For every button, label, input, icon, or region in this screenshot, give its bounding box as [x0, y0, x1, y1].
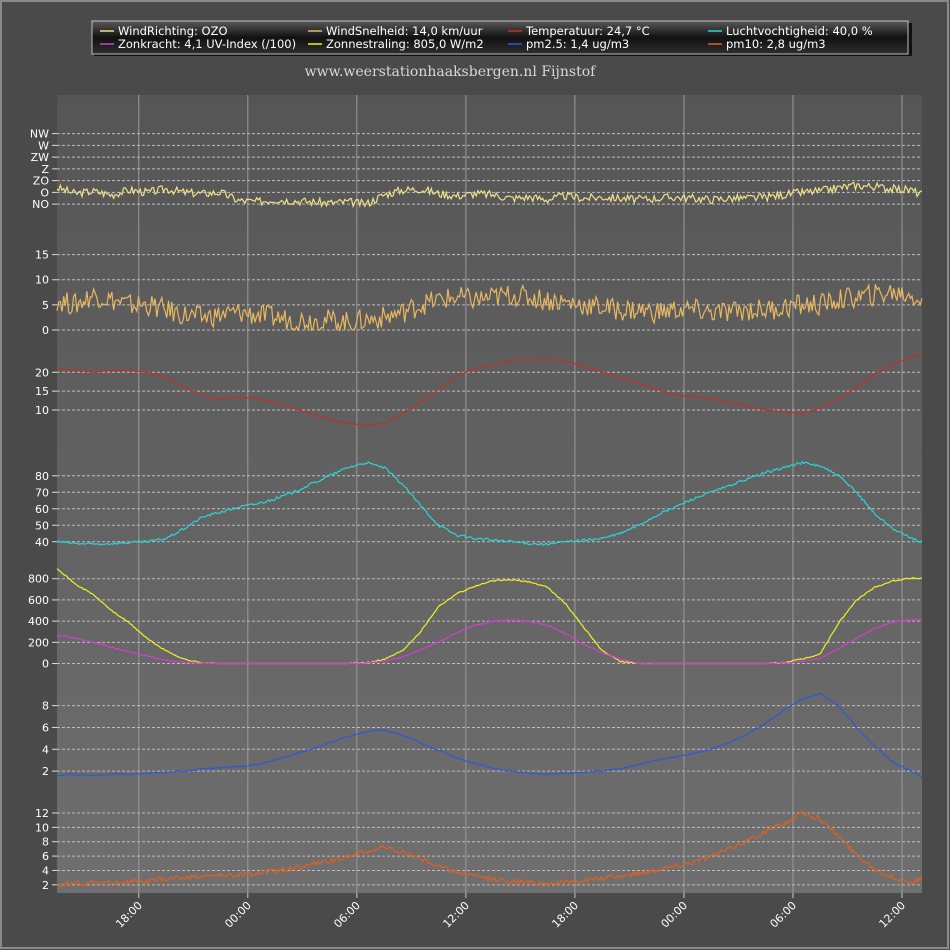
windsnelheid-ytick-label-1: 5 — [42, 299, 49, 312]
pm25-ytick-label-2: 6 — [42, 721, 49, 734]
straling-ytick-label-4: 800 — [28, 573, 49, 586]
windrichting-ytick-label-2: ZO — [33, 175, 50, 188]
panel-temperatuur: 10 15 20 — [35, 354, 923, 427]
straling-ytick-label-2: 400 — [28, 615, 49, 628]
x-tick-label-7: 12:00 — [877, 899, 909, 931]
panels: NOOZOZZWWNW05101510152040506070800200400… — [28, 128, 923, 892]
windrichting-ytick-label-3: Z — [41, 163, 49, 176]
x-axis-ticks: 18:00 00:00 06:00 12:00 18:00 00:00 06:00 12:00 — [113, 893, 908, 931]
panel-straling: 0 200 400 600 800 — [28, 568, 923, 671]
legend-label-6: pm2.5: 1,4 ug/m3 — [526, 37, 629, 51]
legend-label-5: Zonnestraling: 805,0 W/m2 — [326, 37, 484, 51]
pm10-ytick-label-5: 12 — [35, 807, 49, 820]
legend-label-2: Temperatuur: 24,7 °C — [525, 24, 650, 38]
legend-label-1: WindSnelheid: 14,0 km/uur — [326, 24, 483, 38]
x-tick-label-0: 18:00 — [113, 899, 145, 931]
temperatuur-series-0 — [56, 354, 923, 427]
windrichting-ytick-label-0: NO — [32, 198, 49, 211]
straling-series-1 — [56, 618, 923, 665]
luchtvochtigheid-ytick-label-4: 80 — [35, 470, 49, 483]
pm10-series-0 — [56, 810, 923, 888]
pm25-series-0 — [56, 692, 923, 779]
x-tick-label-5: 00:00 — [658, 899, 690, 931]
luchtvochtigheid-ytick-label-0: 40 — [35, 536, 49, 549]
luchtvochtigheid-ytick-label-2: 60 — [35, 503, 49, 516]
panel-windsnelheid: 0 5 10 15 — [35, 249, 923, 337]
windrichting-ytick-label-6: NW — [30, 128, 49, 141]
windsnelheid-ytick-label-3: 15 — [35, 249, 49, 262]
legend-label-0: WindRichting: OZO — [118, 24, 228, 38]
panel-pm25: 2 4 6 8 — [42, 692, 923, 779]
x-tick-label-1: 00:00 — [222, 899, 254, 931]
pm25-ytick-label-3: 8 — [42, 700, 49, 713]
windsnelheid-ytick-label-0: 0 — [42, 324, 49, 337]
legend: WindRichting: OZO WindSnelheid: 14,0 km/u… — [91, 20, 912, 56]
straling-ytick-label-1: 200 — [28, 636, 49, 649]
pm25-ytick-label-1: 4 — [42, 743, 49, 756]
windrichting-ytick-label-5: W — [38, 139, 49, 152]
vertical-grid — [138, 95, 903, 893]
legend-label-3: Luchtvochtigheid: 40,0 % — [726, 24, 873, 38]
x-tick-label-3: 12:00 — [440, 899, 472, 931]
straling-ytick-label-3: 600 — [28, 594, 49, 607]
windrichting-ytick-label-4: ZW — [31, 151, 50, 164]
straling-ytick-label-0: 0 — [42, 658, 49, 671]
x-tick-label-2: 06:00 — [331, 899, 363, 931]
luchtvochtigheid-ytick-label-1: 50 — [35, 519, 49, 532]
pm10-ytick-label-3: 8 — [42, 836, 49, 849]
pm10-ytick-label-2: 6 — [42, 850, 49, 863]
luchtvochtigheid-series-0 — [56, 460, 923, 546]
pm10-ytick-label-4: 10 — [35, 821, 49, 834]
pm10-ytick-label-1: 4 — [42, 864, 49, 877]
x-tick-label-4: 18:00 — [549, 899, 581, 931]
temperatuur-ytick-label-0: 10 — [35, 404, 49, 417]
temperatuur-ytick-label-2: 20 — [35, 366, 49, 379]
windsnelheid-ytick-label-2: 10 — [35, 274, 49, 287]
windrichting-ytick-label-1: O — [40, 186, 49, 199]
pm10-ytick-label-0: 2 — [42, 879, 49, 892]
legend-box — [91, 20, 909, 55]
chart-title: www.weerstationhaaksbergen.nl Fijnstof — [305, 64, 597, 80]
pm25-ytick-label-0: 2 — [42, 765, 49, 778]
windrichting-series-0 — [56, 181, 922, 209]
legend-label-7: pm10: 2,8 ug/m3 — [726, 37, 826, 51]
windsnelheid-series-0 — [56, 282, 923, 333]
luchtvochtigheid-ytick-label-3: 70 — [35, 486, 49, 499]
temperatuur-ytick-label-1: 15 — [35, 385, 49, 398]
legend-label-4: Zonkracht: 4,1 UV-Index (/100) — [118, 37, 296, 51]
plot-area — [57, 95, 922, 893]
panel-luchtvochtigheid: 40 50 60 70 80 — [35, 460, 923, 549]
x-tick-label-6: 06:00 — [767, 899, 799, 931]
